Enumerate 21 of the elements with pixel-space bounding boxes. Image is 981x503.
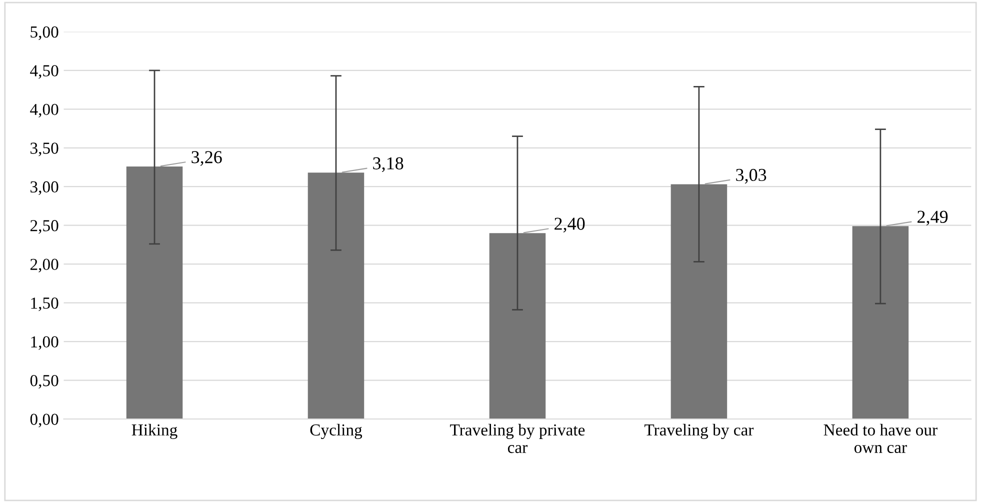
- y-tick-label: 5,00: [30, 26, 58, 40]
- y-tick-label: 4,00: [30, 104, 58, 118]
- x-tick-label: Traveling by car: [644, 424, 754, 440]
- y-tick-label: 1,00: [31, 336, 58, 350]
- data-label: 3,18: [373, 157, 404, 172]
- y-tick-label: 2,50: [30, 220, 58, 234]
- y-tick-label: 4,50: [30, 65, 58, 79]
- data-label: 3,03: [736, 168, 766, 184]
- data-label: 2,49: [918, 210, 948, 226]
- x-tick-label: Need to have our own car: [824, 424, 938, 454]
- y-tick-label: 0,00: [30, 414, 58, 428]
- data-label: 2,40: [554, 218, 585, 232]
- y-tick-label: 3,00: [30, 181, 58, 195]
- x-tick-label: Traveling by private car: [450, 424, 585, 454]
- data-label: 3,26: [192, 151, 222, 166]
- y-tick-label: 2,00: [30, 258, 58, 272]
- y-tick-label: 1,50: [31, 298, 58, 312]
- x-tick-label: Hiking: [132, 424, 178, 440]
- y-tick-label: 0,50: [30, 374, 58, 389]
- x-tick-label: Cycling: [310, 424, 362, 440]
- y-tick-label: 3,50: [30, 142, 58, 156]
